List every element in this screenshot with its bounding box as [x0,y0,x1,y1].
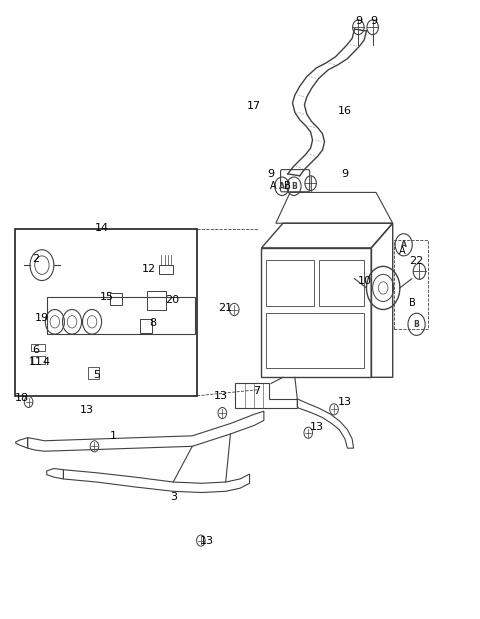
Text: 2: 2 [32,254,39,264]
Text: 17: 17 [247,101,262,111]
Bar [394,240,428,329]
Text: 5: 5 [93,370,100,381]
Text: 7: 7 [253,386,260,396]
Text: 11: 11 [29,357,43,367]
Text: 19: 19 [35,313,49,323]
Text: 3: 3 [170,493,177,503]
Text: B: B [284,181,291,191]
Text: B: B [409,298,416,308]
Bar [15,230,197,396]
Text: A: A [399,246,406,256]
Text: 20: 20 [165,295,180,305]
Text: 8: 8 [150,318,156,328]
Text: 13: 13 [200,535,214,545]
Text: 14: 14 [95,223,108,233]
Bar [88,368,99,378]
Text: 9: 9 [370,16,377,26]
Bar [262,248,371,378]
Text: 9: 9 [356,16,363,26]
Text: 13: 13 [309,422,324,431]
Text: B: B [414,320,420,329]
Text: 6: 6 [32,345,39,355]
Text: 18: 18 [14,392,28,402]
Text: A: A [270,181,276,191]
Text: 16: 16 [338,106,352,116]
Bar [31,357,45,364]
Text: 1: 1 [110,431,117,441]
Text: 4: 4 [43,357,50,367]
Bar [266,260,314,306]
Text: 13: 13 [80,405,94,415]
Text: 9: 9 [267,169,275,179]
Bar [47,297,195,334]
Text: A: A [401,240,407,249]
Bar [319,260,364,306]
Bar [159,264,173,274]
Bar [266,313,364,368]
Bar [147,291,166,310]
Bar [31,344,45,352]
Text: A: A [279,182,285,191]
Text: 9: 9 [341,169,348,179]
Text: 13: 13 [214,391,228,400]
Text: 22: 22 [409,256,424,266]
Text: 12: 12 [142,264,156,274]
Text: 13: 13 [338,397,352,407]
Bar [140,319,152,333]
Text: 21: 21 [217,303,232,313]
Bar [110,293,122,305]
Text: 15: 15 [99,292,113,302]
Text: 10: 10 [358,275,372,285]
Text: B: B [291,182,297,191]
